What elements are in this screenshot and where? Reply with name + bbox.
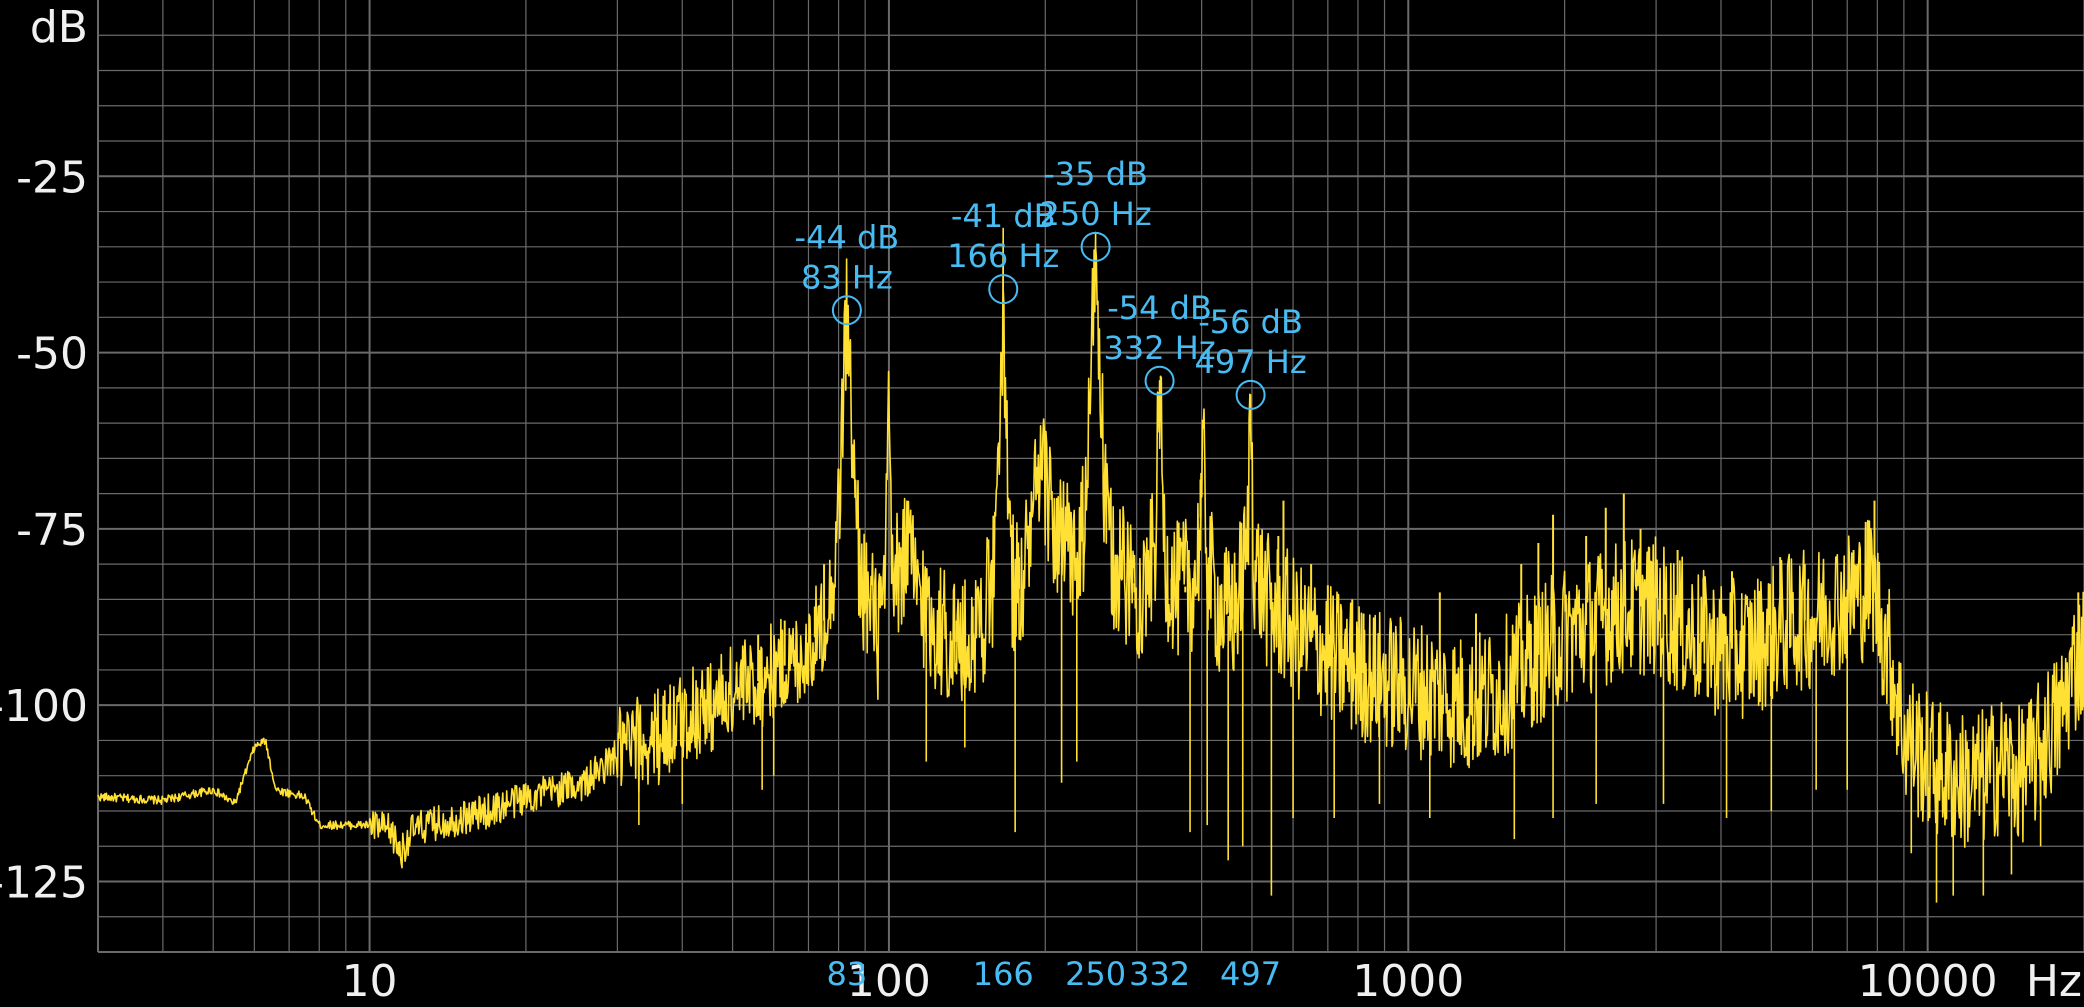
peak-db-label: -56 dB (1198, 303, 1303, 341)
peak-hz-label: 166 Hz (947, 237, 1059, 275)
peak-axis-label: 497 (1220, 955, 1281, 993)
peak-marker-circle (1235, 379, 1266, 410)
peak-hz-label: 250 Hz (1040, 195, 1152, 233)
peak-db-label: -54 dB (1107, 289, 1212, 327)
spectrum-trace (97, 227, 2084, 869)
y-tick-label: -25 (16, 152, 88, 203)
y-tick-label: -75 (16, 505, 88, 556)
peak-marker-circle (831, 295, 862, 326)
y-tick-label: -50 (16, 329, 88, 380)
peak-db-label: -41 dB (951, 197, 1056, 235)
peak-hz-label: 332 Hz (1104, 329, 1216, 367)
peak-axis-label: 83 (827, 955, 868, 993)
x-axis-label: Hz (2026, 956, 2082, 1007)
y-axis-label: dB (30, 2, 88, 53)
x-tick-label: 10 (342, 956, 398, 1007)
peak-marker-circle (988, 274, 1019, 305)
peak-hz-label: 497 Hz (1195, 343, 1307, 381)
x-tick-label: 1000 (1352, 956, 1464, 1007)
peak-hz-label: 83 Hz (801, 258, 893, 296)
peak-marker-circle (1144, 365, 1175, 396)
y-axis: dB -25 -50 -75 -100 -125 (0, 2, 88, 908)
spectrum-trace-group (97, 227, 2084, 903)
peak-axis-label: 332 (1129, 955, 1190, 993)
peak-axis-label: 166 (973, 955, 1034, 993)
y-tick-label: -100 (0, 681, 88, 732)
peak-marker-circle (1080, 231, 1111, 262)
y-tick-label: -125 (0, 857, 88, 908)
x-tick-label: 10000 (1858, 956, 1998, 1007)
x-tick-label: 100 (847, 956, 931, 1007)
x-axis: Hz 10 100 1000 10000 (342, 956, 2082, 1007)
peak-axis-label: 250 (1065, 955, 1126, 993)
peak-db-label: -35 dB (1043, 155, 1148, 193)
peak-db-label: -44 dB (795, 218, 900, 256)
